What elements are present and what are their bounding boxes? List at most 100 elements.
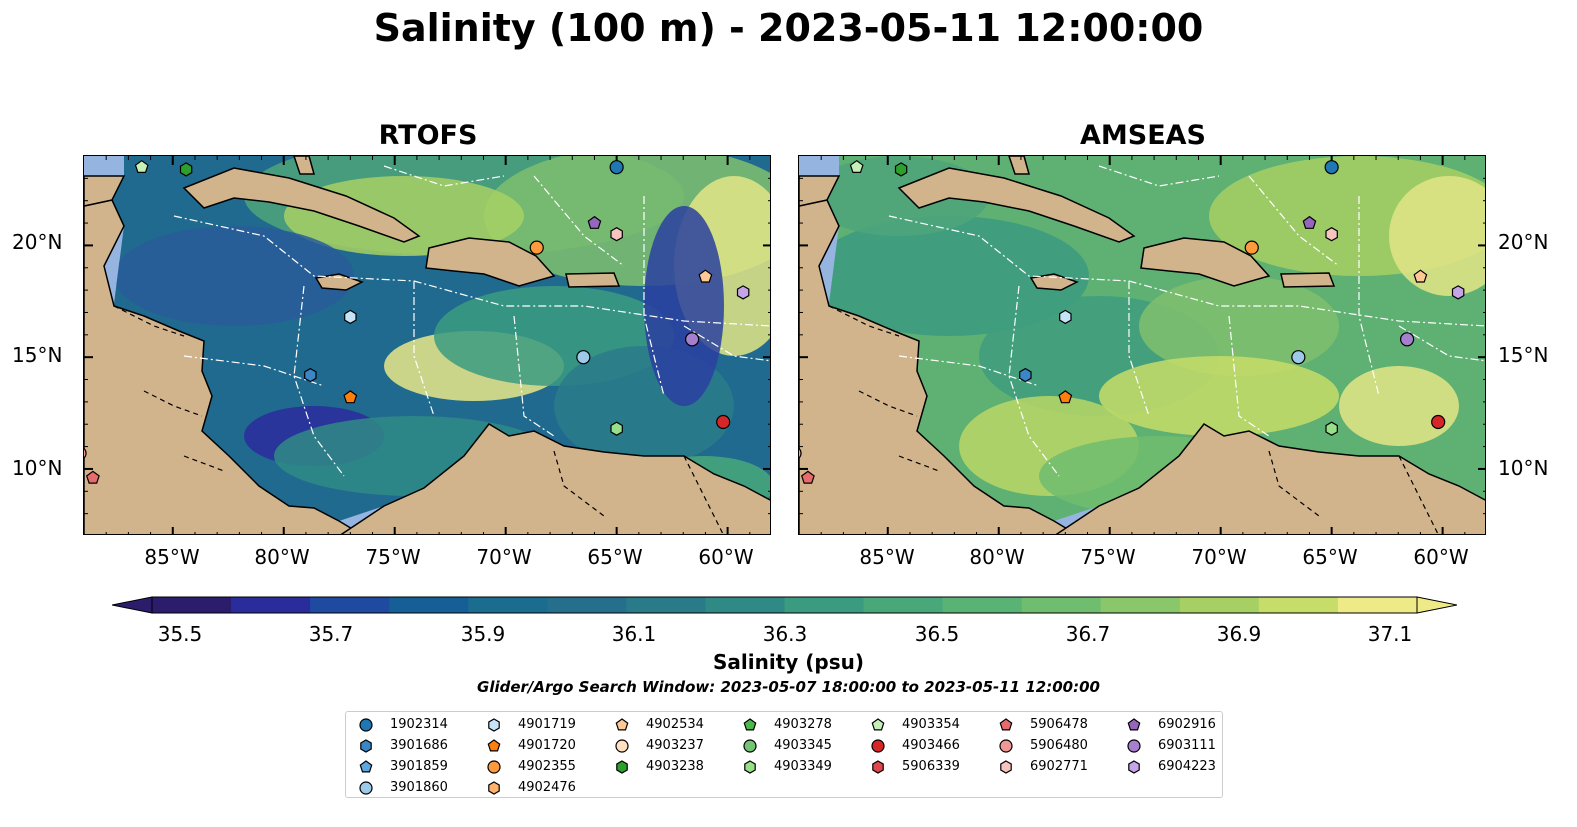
pentagon-marker-icon bbox=[999, 718, 1013, 731]
colorbar-segment bbox=[547, 597, 627, 613]
legend-label: 4903278 bbox=[774, 717, 832, 732]
circle-marker-icon bbox=[743, 739, 757, 753]
float-marker-1902314 bbox=[1324, 160, 1339, 175]
float-marker-4902355 bbox=[529, 240, 544, 255]
float-marker-4903466 bbox=[716, 414, 731, 430]
lat-tick-right-20: 20°N bbox=[1498, 230, 1549, 254]
colorbar-segment bbox=[310, 597, 390, 613]
float-marker-4901719 bbox=[1059, 309, 1072, 325]
colorbar-extend-high bbox=[1416, 596, 1457, 614]
salinity-field bbox=[799, 156, 1485, 534]
circle-marker-icon bbox=[871, 739, 885, 753]
legend-label: 4903466 bbox=[902, 738, 960, 753]
colorbar-tick: 36.1 bbox=[611, 622, 657, 646]
circle-marker-icon bbox=[359, 781, 373, 795]
legend-label: 4903349 bbox=[774, 759, 832, 774]
panel-title-amseas: AMSEAS bbox=[1080, 120, 1206, 151]
float-marker-4903349 bbox=[610, 421, 623, 436]
pentagon-marker-icon bbox=[871, 718, 885, 731]
legend-label: 4902355 bbox=[518, 759, 576, 774]
float-marker-5906478 bbox=[85, 470, 100, 484]
float-marker-3901860 bbox=[576, 350, 591, 365]
legend-label: 3901859 bbox=[390, 759, 448, 774]
colorbar-segment bbox=[942, 597, 1023, 613]
float-marker-5906480 bbox=[84, 447, 87, 459]
lon-tick-amseas-70: 70°W bbox=[1191, 545, 1247, 569]
lat-tick-right-15: 15°N bbox=[1498, 343, 1549, 367]
hexagon-marker-icon bbox=[360, 739, 372, 753]
float-marker-4902534 bbox=[698, 269, 713, 283]
legend-label: 4903237 bbox=[646, 738, 704, 753]
float-marker-4903466 bbox=[1431, 414, 1446, 430]
colorbar-segment bbox=[389, 597, 469, 613]
float-marker-6903111 bbox=[1400, 332, 1415, 347]
colorbar-segment bbox=[1021, 597, 1102, 613]
colorbar-tick: 37.1 bbox=[1367, 622, 1413, 646]
legend-label: 6902771 bbox=[1030, 759, 1088, 774]
legend-label: 5906339 bbox=[902, 759, 960, 774]
colorbar-tick: 36.7 bbox=[1065, 622, 1111, 646]
colorbar-segment bbox=[152, 597, 232, 613]
legend-label: 4903238 bbox=[646, 759, 704, 774]
hexagon-marker-icon bbox=[488, 781, 500, 795]
hexagon-marker-icon bbox=[872, 760, 884, 774]
legend-label: 3901860 bbox=[390, 780, 448, 795]
lat-tick-left-15: 15°N bbox=[12, 343, 63, 367]
salinity-field bbox=[84, 156, 770, 534]
circle-marker-icon bbox=[487, 760, 501, 774]
float-marker-4901720 bbox=[343, 390, 358, 404]
hexagon-marker-icon bbox=[488, 718, 500, 732]
lat-tick-left-20: 20°N bbox=[12, 230, 63, 254]
float-marker-6902916 bbox=[587, 215, 602, 229]
lon-tick-rtofs-80: 80°W bbox=[254, 545, 310, 569]
circle-marker-icon bbox=[1127, 739, 1141, 753]
colorbar-segment bbox=[1179, 597, 1260, 613]
float-marker-6902771 bbox=[1325, 227, 1338, 242]
float-marker-6904223 bbox=[736, 285, 750, 300]
legend-label: 5906480 bbox=[1030, 738, 1088, 753]
float-marker-6903111 bbox=[685, 332, 700, 347]
circle-marker-icon bbox=[359, 718, 373, 732]
float-marker-6902916 bbox=[1302, 215, 1317, 229]
float-marker-4903354 bbox=[849, 159, 864, 173]
float-marker-4902355 bbox=[1244, 240, 1259, 255]
float-marker-3901686 bbox=[304, 367, 317, 383]
colorbar bbox=[112, 596, 1457, 614]
circle-marker-icon bbox=[999, 739, 1013, 753]
hexagon-marker-icon bbox=[744, 760, 756, 774]
colorbar-segment bbox=[705, 597, 785, 613]
legend-label: 4903354 bbox=[902, 717, 960, 732]
lon-tick-amseas-80: 80°W bbox=[969, 545, 1025, 569]
colorbar-segment bbox=[1337, 597, 1418, 613]
colorbar-tick: 35.7 bbox=[308, 622, 354, 646]
legend-label: 6903111 bbox=[1158, 738, 1216, 753]
legend-label: 4903345 bbox=[774, 738, 832, 753]
float-marker-4902534 bbox=[1413, 269, 1428, 283]
float-marker-5906480 bbox=[799, 447, 802, 459]
pentagon-marker-icon bbox=[359, 760, 373, 773]
colorbar-tick: 35.9 bbox=[460, 622, 506, 646]
figure-title: Salinity (100 m) - 2023-05-11 12:00:00 bbox=[373, 6, 1204, 50]
float-marker-6902771 bbox=[610, 227, 623, 242]
float-legend: 1902314 3901686 3901859 3901860 4901719 49017… bbox=[345, 711, 1223, 798]
lon-tick-rtofs-75: 75°W bbox=[365, 545, 421, 569]
float-marker-3901686 bbox=[1019, 367, 1032, 383]
colorbar-tick: 36.9 bbox=[1216, 622, 1262, 646]
float-marker-1902314 bbox=[609, 160, 624, 175]
legend-label: 3901686 bbox=[390, 738, 448, 753]
legend-label: 4901719 bbox=[518, 717, 576, 732]
lon-tick-rtofs-65: 65°W bbox=[587, 545, 643, 569]
legend-label: 1902314 bbox=[390, 717, 448, 732]
hexagon-marker-icon bbox=[1000, 760, 1012, 774]
map-rtofs bbox=[83, 155, 771, 535]
float-marker-4901719 bbox=[344, 309, 357, 325]
colorbar-tick: 36.5 bbox=[914, 622, 960, 646]
legend-label: 4902476 bbox=[518, 780, 576, 795]
colorbar-tick: 35.5 bbox=[157, 622, 203, 646]
colorbar-label: Salinity (psu) bbox=[712, 650, 864, 674]
float-marker-5906478 bbox=[800, 470, 815, 484]
float-marker-4901720 bbox=[1058, 390, 1073, 404]
pentagon-marker-icon bbox=[487, 739, 501, 752]
colorbar-tick: 36.3 bbox=[762, 622, 808, 646]
hexagon-marker-icon bbox=[1128, 760, 1140, 774]
